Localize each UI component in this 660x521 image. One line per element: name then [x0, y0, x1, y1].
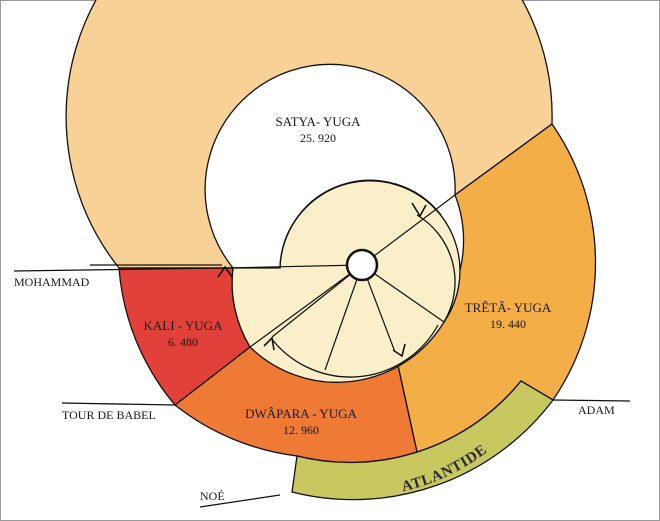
atlantide-band	[291, 380, 554, 501]
noe-label: NOÉ	[200, 489, 225, 503]
satya-yuga-label: SATYA- YUGA	[275, 114, 361, 129]
arrowhead-icon	[392, 343, 406, 358]
dwapara-yuga-value: 12. 960	[283, 423, 319, 437]
arrowhead-icon	[217, 265, 233, 278]
dwapara-yuga-label: DWÂPARA - YUGA	[245, 406, 357, 421]
spiral-line	[416, 214, 456, 323]
radial-dividers	[221, 194, 456, 371]
arrowhead-icon	[263, 336, 275, 351]
mohammad-label: MOHAMMAD	[14, 275, 90, 289]
satya-yuga-value: 25. 920	[300, 131, 336, 145]
spiral-line	[270, 324, 439, 378]
center-circle	[345, 248, 379, 282]
treta-yuga-value: 19. 440	[490, 317, 526, 331]
tour-de-babel-label: TOUR DE BABEL	[62, 408, 156, 422]
satya-yuga-segment	[65, 0, 553, 269]
treta-yuga-label: TRÊTÂ- YUGA	[465, 300, 552, 315]
adam-label: ADAM	[578, 403, 615, 417]
kali-yuga-label: KALI - YUGA	[144, 318, 224, 333]
kali-yuga-value: 6. 480	[168, 335, 198, 349]
marker-lines	[13, 264, 631, 508]
spiral-line	[279, 179, 442, 269]
arrowhead-icon	[411, 202, 427, 218]
